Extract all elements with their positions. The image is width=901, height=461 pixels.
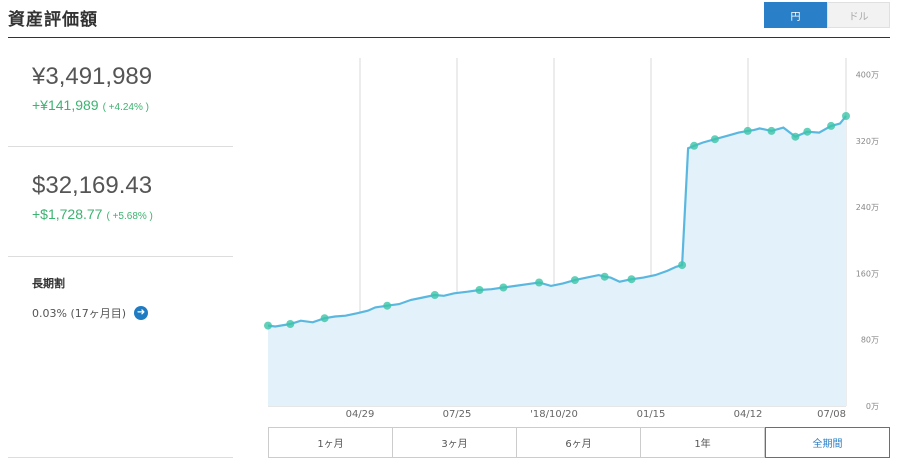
range-selector: 1ヶ月 3ヶ月 6ヶ月 1年 全期間 (268, 427, 890, 458)
y-tick-label: 320万 (856, 137, 879, 146)
chart-marker (264, 321, 272, 330)
y-tick-label: 160万 (856, 269, 879, 278)
x-tick-label: 04/29 (346, 409, 375, 420)
usd-change-pct: ( +5.68% ) (106, 211, 153, 222)
chart-marker (383, 301, 392, 310)
header: 資産評価額 円 ドル (8, 0, 890, 38)
x-tick-label: 01/15 (637, 409, 666, 420)
chart-marker (710, 135, 719, 144)
x-tick-label: 07/25 (443, 409, 472, 420)
chart-marker (570, 276, 579, 285)
range-3-month-button[interactable]: 3ヶ月 (393, 427, 517, 458)
yen-change: +¥141,989( +4.24% ) (8, 97, 233, 113)
chart-line (267, 115, 847, 328)
range-1-year-button[interactable]: 1年 (641, 427, 765, 458)
arrow-right-icon[interactable]: ➜ (134, 306, 149, 320)
x-tick-label: 04/12 (734, 409, 763, 420)
x-tick-label: 07/08 (817, 409, 846, 420)
chart-marker (499, 283, 508, 292)
yen-summary: ¥3,491,989 +¥141,989( +4.24% ) (8, 38, 233, 147)
chart-area (268, 116, 846, 406)
chart-markers (264, 112, 850, 330)
yen-button[interactable]: 円 (764, 2, 827, 28)
y-axis-labels: 0万 80万 160万 240万 320万 400万 (856, 71, 879, 411)
chart-marker (791, 132, 800, 141)
currency-toggle: 円 ドル (764, 2, 890, 28)
chart-marker (430, 291, 439, 299)
asset-chart: 04/29 07/25 '18/10/20 01/15 04/12 07/08 0万 80万… (264, 58, 879, 420)
chart-marker (690, 141, 699, 150)
usd-summary: $32,169.43 +$1,728.77( +5.68% ) (8, 147, 233, 257)
dollar-button[interactable]: ドル (827, 2, 890, 28)
chart-marker (320, 314, 329, 323)
long-term-label: 長期割 (32, 277, 65, 290)
y-tick-label: 0万 (866, 402, 879, 411)
chart-marker (803, 127, 812, 136)
chart-marker (767, 126, 776, 135)
range-6-month-button[interactable]: 6ヶ月 (517, 427, 641, 458)
range-1-month-button[interactable]: 1ヶ月 (268, 427, 393, 458)
long-term-discount: 長期割 0.03% (17ヶ月目) ➜ (8, 257, 233, 458)
chart-marker (600, 272, 609, 281)
yen-value: ¥3,491,989 (32, 63, 153, 90)
summary-panel: ¥3,491,989 +¥141,989( +4.24% ) $32,169.4… (8, 38, 233, 458)
chart-marker (678, 261, 687, 270)
y-tick-label: 400万 (856, 71, 879, 80)
chart-marker (627, 275, 636, 284)
long-term-value: 0.03% (17ヶ月目) (32, 307, 127, 320)
usd-value: $32,169.43 (32, 172, 153, 199)
y-tick-label: 240万 (856, 203, 879, 212)
chart-marker (842, 112, 850, 120)
y-tick-label: 80万 (861, 336, 879, 345)
chart-marker (827, 121, 836, 130)
long-term-row: 0.03% (17ヶ月目) ➜ (8, 291, 233, 321)
usd-change-amount: +$1,728.77 (32, 206, 103, 222)
range-all-button[interactable]: 全期間 (765, 427, 890, 458)
chart-marker (286, 320, 295, 328)
x-axis-labels: 04/29 07/25 '18/10/20 01/15 04/12 07/08 (346, 409, 846, 420)
chart-marker (475, 286, 484, 294)
yen-change-pct: ( +4.24% ) (102, 102, 149, 113)
chart-marker (535, 278, 544, 287)
yen-change-amount: +¥141,989 (32, 97, 99, 113)
page-title: 資産評価額 (8, 10, 98, 30)
x-tick-label: '18/10/20 (530, 409, 578, 420)
usd-change: +$1,728.77( +5.68% ) (8, 206, 233, 222)
chart-marker (743, 126, 752, 135)
